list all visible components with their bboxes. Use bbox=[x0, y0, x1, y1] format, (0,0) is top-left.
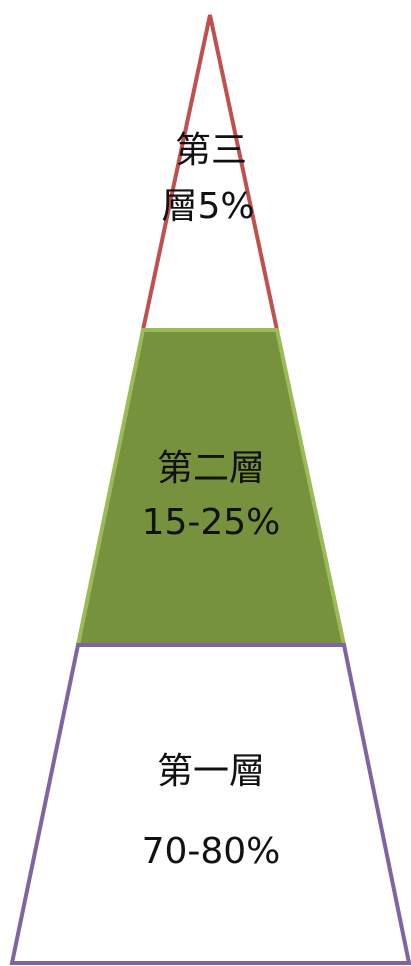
tier-1-shape bbox=[9, 643, 411, 965]
tier-1-label-line2: 70-80% bbox=[142, 831, 281, 872]
tier-3-shape bbox=[140, 14, 280, 332]
tier-3-label-line1: 第三 bbox=[175, 130, 247, 171]
tier-1-label-line1: 第一層 bbox=[157, 751, 265, 792]
pyramid-tier-3: 第三 層5% bbox=[140, 14, 280, 332]
pyramid-tier-2: 第二層 15-25% bbox=[75, 328, 347, 647]
pyramid-tier-1: 第一層 70-80% bbox=[9, 643, 411, 965]
tier-2-label-line1: 第二層 bbox=[157, 448, 265, 489]
tier-3-label-line2: 層5% bbox=[161, 186, 254, 227]
tier-2-label-line2: 15-25% bbox=[142, 502, 281, 543]
